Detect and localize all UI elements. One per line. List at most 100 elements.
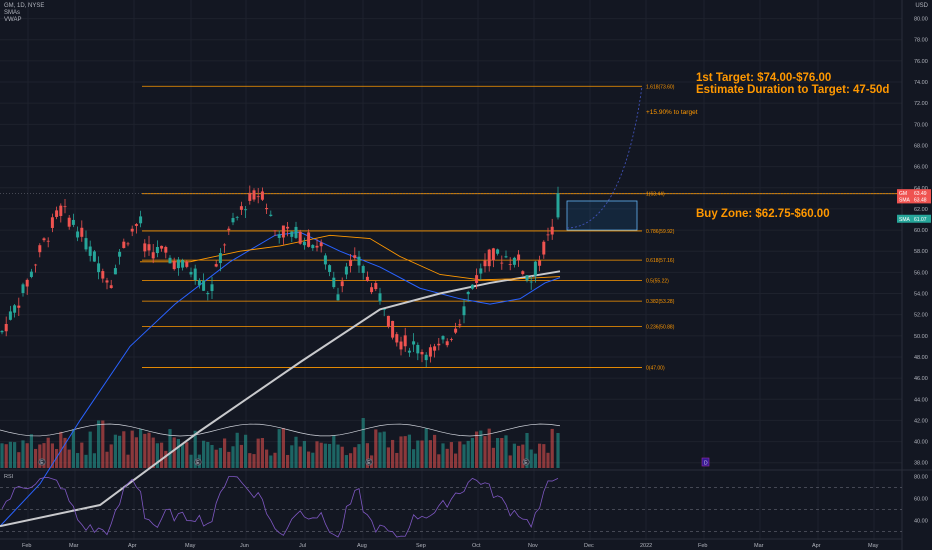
candle-body[interactable] bbox=[328, 265, 332, 272]
candle-body[interactable] bbox=[365, 276, 369, 281]
candle-body[interactable] bbox=[521, 271, 525, 275]
candle-body[interactable] bbox=[546, 234, 550, 236]
candle-body[interactable] bbox=[29, 271, 33, 277]
projection-curve[interactable] bbox=[566, 86, 643, 229]
candle-body[interactable] bbox=[399, 341, 403, 350]
candle-body[interactable] bbox=[139, 216, 143, 224]
candle-body[interactable] bbox=[391, 320, 395, 338]
earnings-marker[interactable] bbox=[38, 458, 46, 466]
dividend-marker[interactable] bbox=[701, 457, 710, 467]
candle-body[interactable] bbox=[260, 191, 264, 200]
candle-body[interactable] bbox=[395, 334, 399, 343]
candle-body[interactable] bbox=[4, 324, 8, 332]
candle-body[interactable] bbox=[134, 224, 138, 226]
candle-body[interactable] bbox=[269, 214, 273, 216]
candle-body[interactable] bbox=[407, 350, 411, 353]
candle-body[interactable] bbox=[462, 306, 466, 316]
candle-body[interactable] bbox=[349, 259, 353, 267]
candle-body[interactable] bbox=[122, 241, 126, 248]
candle-body[interactable] bbox=[193, 268, 197, 281]
candle-body[interactable] bbox=[118, 251, 122, 257]
candle-body[interactable] bbox=[437, 343, 441, 346]
candle-body[interactable] bbox=[458, 324, 462, 326]
candle-body[interactable] bbox=[307, 232, 311, 247]
candle-body[interactable] bbox=[353, 255, 357, 259]
candle-body[interactable] bbox=[34, 264, 38, 266]
sma-200-line[interactable] bbox=[0, 270, 561, 528]
candle-body[interactable] bbox=[508, 264, 512, 265]
earnings-marker[interactable] bbox=[194, 458, 202, 466]
candle-body[interactable] bbox=[529, 281, 533, 283]
candle-body[interactable] bbox=[302, 241, 306, 246]
candle-body[interactable] bbox=[412, 341, 416, 345]
indicator-sma-label[interactable]: SMAs bbox=[4, 10, 21, 16]
candle-body[interactable] bbox=[403, 335, 407, 347]
candle-body[interactable] bbox=[487, 249, 491, 267]
candle-body[interactable] bbox=[424, 354, 428, 361]
candle-body[interactable] bbox=[63, 206, 67, 208]
candle-body[interactable] bbox=[294, 226, 298, 238]
candle-body[interactable] bbox=[231, 218, 235, 223]
candle-body[interactable] bbox=[466, 291, 470, 295]
candle-body[interactable] bbox=[21, 284, 25, 294]
candle-body[interactable] bbox=[298, 231, 302, 244]
candle-body[interactable] bbox=[197, 280, 201, 286]
candle-body[interactable] bbox=[143, 243, 147, 252]
candle-body[interactable] bbox=[311, 245, 315, 249]
candle-body[interactable] bbox=[50, 217, 54, 228]
candle-body[interactable] bbox=[181, 260, 185, 268]
candle-body[interactable] bbox=[59, 205, 63, 216]
candle-body[interactable] bbox=[416, 344, 420, 354]
candle-body[interactable] bbox=[433, 346, 437, 351]
candle-body[interactable] bbox=[248, 192, 252, 201]
candle-body[interactable] bbox=[286, 226, 290, 229]
candle-body[interactable] bbox=[542, 241, 546, 255]
candle-body[interactable] bbox=[256, 196, 260, 198]
candle-body[interactable] bbox=[88, 246, 92, 256]
price-badge[interactable] bbox=[897, 189, 931, 198]
candle-body[interactable] bbox=[290, 231, 294, 237]
candle-body[interactable] bbox=[160, 245, 164, 249]
candle-body[interactable] bbox=[130, 228, 134, 232]
candle-body[interactable] bbox=[168, 257, 172, 264]
candle-body[interactable] bbox=[109, 285, 113, 289]
candle-body[interactable] bbox=[239, 206, 243, 210]
candle-body[interactable] bbox=[475, 275, 479, 283]
candle-body[interactable] bbox=[244, 209, 248, 211]
candle-body[interactable] bbox=[496, 249, 500, 254]
candle-body[interactable] bbox=[315, 245, 319, 248]
candle-body[interactable] bbox=[214, 264, 218, 267]
buy-zone-annotation[interactable]: Buy Zone: $62.75-$60.00 bbox=[696, 208, 830, 220]
candle-body[interactable] bbox=[273, 230, 277, 232]
candle-body[interactable] bbox=[525, 275, 529, 281]
candle-body[interactable] bbox=[126, 243, 130, 245]
candle-body[interactable] bbox=[147, 244, 151, 251]
candle-body[interactable] bbox=[223, 244, 227, 246]
candle-body[interactable] bbox=[336, 294, 340, 301]
candle-body[interactable] bbox=[252, 190, 256, 200]
candle-body[interactable] bbox=[38, 245, 42, 253]
candle-body[interactable] bbox=[25, 279, 29, 287]
sma-20-line[interactable] bbox=[140, 234, 561, 281]
candle-body[interactable] bbox=[386, 315, 390, 327]
candle-body[interactable] bbox=[281, 225, 285, 238]
candle-body[interactable] bbox=[556, 193, 560, 218]
candle-body[interactable] bbox=[340, 281, 344, 287]
candle-body[interactable] bbox=[323, 255, 327, 265]
candle-body[interactable] bbox=[470, 284, 474, 289]
candle-body[interactable] bbox=[202, 280, 206, 291]
target-annotation[interactable]: 1st Target: $74.00-$76.00 Estimate Durat… bbox=[696, 72, 889, 96]
candle-body[interactable] bbox=[504, 256, 508, 258]
earnings-marker[interactable] bbox=[365, 458, 373, 466]
candle-body[interactable] bbox=[500, 262, 504, 264]
candle-body[interactable] bbox=[277, 234, 281, 238]
candle-body[interactable] bbox=[80, 227, 84, 237]
candle-body[interactable] bbox=[483, 260, 487, 267]
candle-body[interactable] bbox=[172, 260, 176, 270]
candle-body[interactable] bbox=[67, 217, 71, 227]
candle-body[interactable] bbox=[420, 351, 424, 355]
sma-50-line[interactable] bbox=[0, 231, 561, 527]
candle-body[interactable] bbox=[449, 338, 453, 340]
price-badge[interactable] bbox=[897, 214, 931, 223]
